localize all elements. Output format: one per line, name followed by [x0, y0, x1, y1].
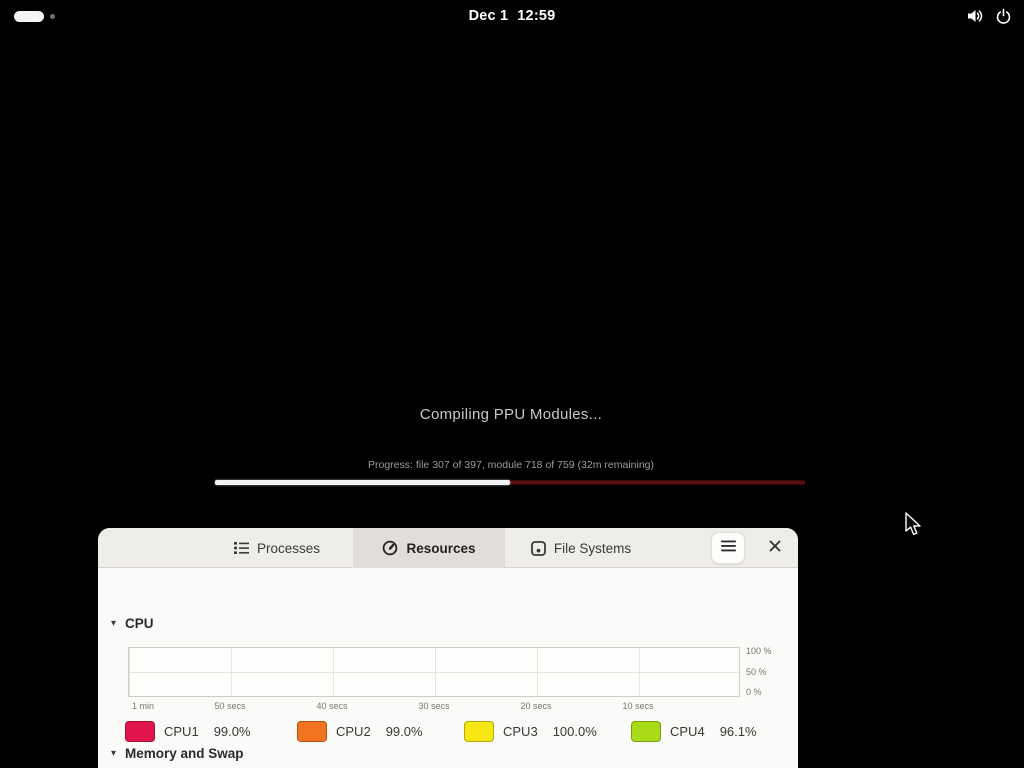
x-tick: 20 secs: [520, 701, 552, 711]
tab-label: File Systems: [553, 540, 632, 556]
memory-section-header[interactable]: ▾ Memory and Swap: [111, 746, 244, 761]
cpu4-legend[interactable]: CPU4 96.1%: [631, 720, 757, 742]
cpu2-color-swatch[interactable]: [297, 720, 327, 742]
power-icon[interactable]: [995, 8, 1012, 25]
disk-icon: [530, 540, 546, 556]
compile-progress-bar: [215, 480, 805, 485]
cpu3-color-swatch[interactable]: [464, 720, 494, 742]
cpu4-color-swatch[interactable]: [631, 720, 661, 742]
memory-section-title: Memory and Swap: [125, 746, 244, 761]
clock-date: Dec 1: [468, 8, 509, 24]
y-tick: 50 %: [746, 666, 767, 677]
workspace-dot[interactable]: [50, 14, 55, 19]
cpu1-color-swatch[interactable]: [125, 720, 155, 742]
compile-progress-fill: [215, 480, 510, 485]
chevron-down-icon[interactable]: ▾: [111, 747, 117, 759]
cpu-section-header[interactable]: ▾ CPU: [111, 616, 154, 631]
clock-time: 12:59: [517, 8, 556, 24]
gridline-50: [129, 672, 739, 673]
tab-file-systems[interactable]: File Systems: [505, 528, 657, 568]
x-tick: 1 min: [132, 701, 155, 711]
workspace-pill[interactable]: [14, 11, 44, 22]
system-monitor-window: Processes Resources: [98, 528, 798, 768]
cpu-section-title: CPU: [125, 616, 154, 631]
x-tick: 10 secs: [622, 701, 654, 711]
x-tick: 50 secs: [214, 701, 246, 711]
cpu-value: 96.1%: [719, 723, 757, 739]
cpu-value: 99.0%: [385, 723, 423, 739]
menu-button[interactable]: [711, 532, 745, 564]
y-tick: 0 %: [746, 687, 762, 697]
mouse-cursor: [903, 511, 925, 542]
tab-processes[interactable]: Processes: [201, 528, 353, 568]
window-titlebar[interactable]: Processes Resources: [98, 528, 798, 568]
volume-icon[interactable]: [966, 7, 984, 25]
close-icon: [769, 539, 781, 557]
cpu-name: CPU3: [503, 723, 538, 739]
chevron-down-icon[interactable]: ▾: [111, 617, 117, 629]
y-tick: 100 %: [746, 646, 772, 656]
view-switcher: Processes Resources: [201, 528, 657, 568]
cpu-name: CPU2: [336, 723, 371, 739]
tab-resources[interactable]: Resources: [353, 528, 505, 568]
cpu-value: 100.0%: [552, 723, 597, 739]
hamburger-icon: [720, 539, 736, 557]
cpu-name: CPU1: [164, 723, 199, 739]
cpu2-legend[interactable]: CPU2 99.0%: [297, 720, 423, 742]
compile-status-title: Compiling PPU Modules...: [419, 406, 603, 423]
tab-label: Resources: [406, 540, 476, 556]
x-tick: 40 secs: [316, 701, 348, 711]
x-tick: 30 secs: [418, 701, 450, 711]
compile-progress-text: Progress: file 307 of 397, module 718 of…: [368, 459, 654, 471]
cpu-y-axis: 100 % 50 % 0 %: [746, 647, 796, 697]
cpu1-legend[interactable]: CPU1 99.0%: [125, 720, 251, 742]
close-button[interactable]: [762, 536, 788, 560]
cpu-chart: [128, 647, 740, 697]
cpu-x-axis: 1 min 50 secs 40 secs 30 secs 20 secs 10…: [128, 701, 740, 713]
gauge-icon: [382, 540, 398, 556]
list-icon: [233, 541, 249, 555]
cpu3-legend[interactable]: CPU3 100.0%: [464, 720, 597, 742]
tab-label: Processes: [256, 540, 321, 556]
cpu-value: 99.0%: [213, 723, 251, 739]
top-bar: Dec 1 12:59: [0, 0, 1024, 32]
cpu-name: CPU4: [670, 723, 705, 739]
clock[interactable]: Dec 1 12:59: [0, 0, 1024, 32]
